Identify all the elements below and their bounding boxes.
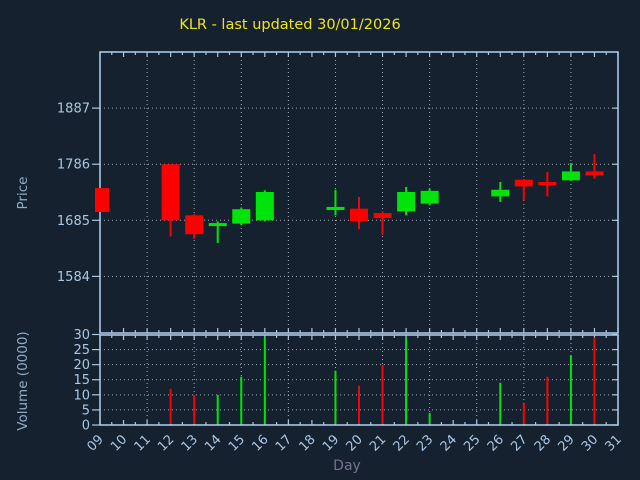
candle-body-day-19 <box>326 206 345 210</box>
volume-bars <box>169 337 596 424</box>
volume-tick-label: 30 <box>73 328 90 343</box>
candle-body-day-14 <box>208 223 227 227</box>
candle-body-day-16 <box>255 191 274 221</box>
candle-body-day-28 <box>538 181 557 186</box>
price-axis-label: Price <box>15 177 31 210</box>
price-tick-label: 1786 <box>57 158 90 173</box>
volume-tick-label: 20 <box>73 358 90 373</box>
candlesticks <box>95 154 604 244</box>
chart-title: KLR - last updated 30/01/2026 <box>179 17 400 33</box>
candle-body-day-22 <box>397 191 416 212</box>
price-tick-label: 1685 <box>57 214 90 229</box>
price-tick-label: 1887 <box>57 102 90 117</box>
volume-tick-label: 25 <box>73 343 90 358</box>
candle-body-day-23 <box>420 190 439 204</box>
price-tick-labels: 1887 1786 1685 1584 <box>57 102 90 285</box>
axis-tick-marks <box>92 52 619 426</box>
candle-body-day-12 <box>161 164 180 221</box>
candle-body-day-21 <box>373 213 392 219</box>
volume-tick-label: 15 <box>73 373 90 388</box>
candle-body-day-29 <box>561 171 580 181</box>
volume-panel-border <box>99 334 619 426</box>
day-axis-label: Day <box>333 458 361 474</box>
candle-body-day-13 <box>185 215 204 235</box>
candle-body-day-9 <box>95 188 109 212</box>
candle-body-day-15 <box>232 209 251 224</box>
day-tick-labels: 09 10 11 12 13 14 15 16 17 18 19 20 21 22 23 24 25 26 27 28… <box>85 432 625 454</box>
candle-body-day-27 <box>514 179 533 187</box>
candle-body-day-20 <box>350 208 368 222</box>
volume-tick-label: 5 <box>82 403 90 418</box>
volume-tick-label: 10 <box>73 388 90 403</box>
volume-tick-label: 0 <box>82 419 90 434</box>
candle-body-day-26 <box>491 189 510 197</box>
price-tick-label: 1584 <box>57 270 90 285</box>
volume-axis-label: Volume (0000) <box>15 331 31 430</box>
candle-body-day-30 <box>585 171 604 176</box>
